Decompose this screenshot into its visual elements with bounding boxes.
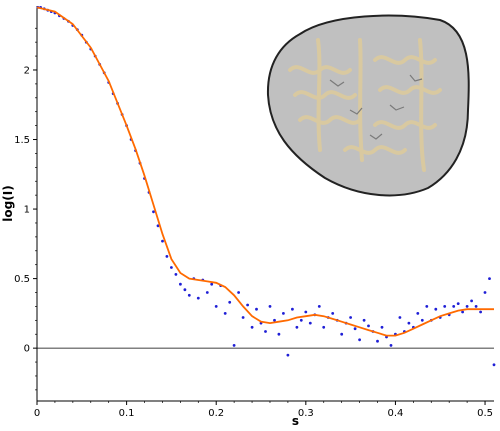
data-point [349, 316, 352, 319]
x-tick-label: 0.5 [477, 408, 493, 419]
y-axis-title: log(I) [1, 185, 15, 221]
data-point [465, 305, 469, 308]
x-tick-label: 0 [34, 408, 40, 419]
y-tick-label: 1.5 [14, 135, 30, 146]
data-point [461, 310, 464, 314]
data-point [282, 312, 285, 315]
data-point [286, 353, 290, 357]
data-point [322, 325, 326, 329]
data-point [232, 344, 236, 347]
data-point [246, 303, 250, 307]
data-point [183, 288, 187, 292]
data-point [331, 312, 335, 315]
data-point [389, 344, 393, 347]
data-point [228, 300, 232, 304]
data-point [165, 255, 169, 258]
data-point [488, 277, 491, 280]
data-point [479, 310, 482, 314]
data-point [362, 318, 366, 322]
data-point [291, 307, 294, 311]
data-point [398, 316, 402, 319]
protein-sidechains [329, 74, 423, 140]
data-point [308, 321, 312, 325]
data-point [223, 312, 227, 315]
data-point [367, 324, 370, 328]
data-point [170, 266, 173, 269]
data-point [416, 312, 420, 315]
data-point [277, 332, 281, 336]
data-point [317, 305, 321, 308]
data-point [299, 318, 303, 322]
y-tick-label: 0.5 [14, 274, 30, 285]
data-point [273, 318, 276, 322]
x-axis-title: s [292, 414, 299, 428]
data-point [152, 210, 155, 214]
data-point [205, 291, 209, 294]
data-point [156, 224, 160, 228]
envelope-outline [266, 14, 470, 197]
data-point [264, 330, 267, 333]
data-point [304, 310, 308, 314]
axes: 0 0.1 0.2 0.3 0.4 0.5 0 0.5 1 1.5 2 s log(I) [1, 6, 496, 428]
protein-ribbon [288, 38, 442, 172]
data-point [358, 338, 361, 342]
data-point [353, 327, 357, 331]
fit-curve [36, 6, 494, 337]
data-point [443, 305, 447, 308]
data-point [434, 307, 438, 311]
data-point [174, 273, 178, 276]
data-point [340, 332, 344, 336]
data-point [250, 325, 254, 329]
data-point [470, 299, 473, 303]
x-tick-label: 0.1 [119, 408, 135, 419]
data-point [425, 305, 429, 308]
data-point [295, 325, 299, 329]
data-point [483, 291, 487, 294]
y-tick-label: 1 [24, 205, 30, 216]
x-tick-label: 0.2 [208, 408, 224, 419]
data-point [452, 305, 456, 308]
data-point [179, 282, 182, 286]
data-point [196, 296, 200, 300]
data-point [380, 325, 384, 329]
data-point [376, 339, 379, 343]
data-point [255, 307, 258, 311]
x-tick-label: 0.3 [298, 408, 314, 419]
data-point [456, 302, 460, 305]
data-point [268, 305, 272, 308]
data-point [161, 239, 164, 243]
data-point [492, 363, 496, 367]
data-point [237, 291, 241, 294]
x-tick-label: 0.4 [387, 408, 403, 419]
y-tick-label: 0 [24, 344, 30, 355]
data-point [214, 305, 218, 308]
data-point [187, 293, 191, 297]
data-point [420, 318, 424, 322]
data-point [474, 305, 478, 308]
protein-envelope-inset [266, 14, 470, 197]
data-point [241, 316, 245, 319]
y-tick-label: 2 [24, 65, 30, 76]
data-point [210, 282, 214, 286]
data-point [407, 321, 411, 325]
